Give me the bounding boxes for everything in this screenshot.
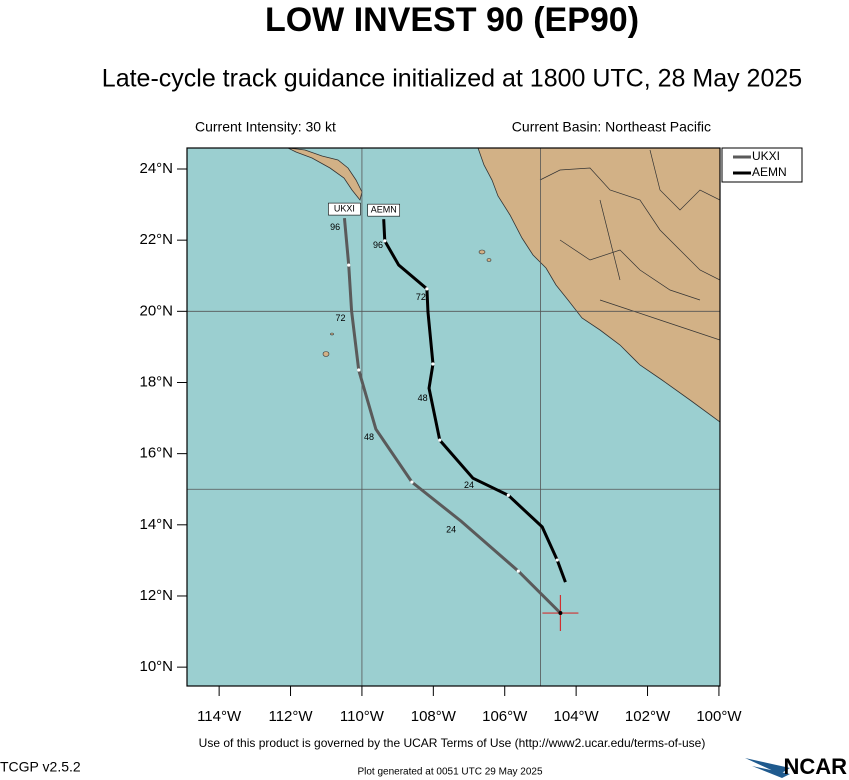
map: 24 48 72 96 UKXI 24 48 72 96 AEMN [187, 148, 720, 686]
track-point [383, 239, 387, 243]
track-tag: AEMN [371, 205, 397, 215]
island [478, 249, 486, 255]
x-tick-label: 112°W [268, 708, 313, 725]
track-point [506, 493, 510, 497]
island [322, 351, 330, 357]
track-point [425, 287, 429, 291]
track-point [431, 362, 435, 366]
track-point [357, 368, 361, 372]
lead-time-label: 48 [364, 432, 374, 442]
track-tag-box [367, 203, 401, 217]
info-left: Current Intensity: 30 kt [195, 119, 336, 135]
track-point [438, 438, 442, 442]
y-tick-label: 14°N [139, 516, 173, 533]
track-point [410, 480, 414, 484]
track-point [555, 558, 559, 562]
footer: Use of this product is governed by the U… [199, 736, 706, 750]
x-tick-label: 110°W [340, 708, 385, 725]
borders [539, 149, 720, 341]
x-tick-label: 100°W [696, 708, 742, 725]
current-position-dot [558, 611, 563, 616]
lead-time-label: 24 [464, 480, 474, 490]
x-tick-label: 108°W [411, 708, 457, 725]
axes: 114°W 112°W 110°W 108°W 106°W 104°W 102°W 100°W… [139, 149, 786, 725]
y-tick-label: 10°N [139, 658, 173, 675]
frame [186, 147, 721, 687]
baja-peninsula [287, 148, 363, 201]
lead-time-label: 96 [330, 222, 340, 232]
y-tick-label: 22°N [139, 231, 173, 248]
x-tick-label: 102°W [625, 708, 671, 725]
track-tag: UKXI [334, 203, 355, 213]
x-tick-label: 106°W [482, 708, 528, 725]
y-tick-label: 20°N [139, 302, 173, 319]
y-tick-label: 24°N [139, 160, 173, 177]
subtitle: Late-cycle track guidance initialized at… [102, 65, 802, 93]
mainland [477, 148, 720, 423]
track-point [347, 263, 351, 267]
track-tag-box [328, 202, 361, 216]
lead-time-label: 96 [373, 240, 383, 250]
data-layer: 24 48 72 96 UKXI 24 48 72 96 AEMN [187, 148, 720, 686]
logo: NCAR [783, 754, 847, 779]
y-tick-label: 18°N [139, 373, 173, 390]
track-point [516, 569, 520, 573]
version: TCGP v2.5.2 [0, 759, 81, 775]
x-tick-label: 104°W [554, 708, 600, 725]
legend-label: UKXI [752, 149, 780, 163]
y-tick-label: 12°N [139, 587, 173, 604]
track [382, 219, 567, 583]
lead-time-label: 48 [418, 393, 428, 403]
lead-time-label: 72 [416, 292, 426, 302]
legend [721, 147, 803, 183]
track [342, 217, 562, 615]
lead-time-label: 24 [446, 525, 456, 535]
title: LOW INVEST 90 (EP90) [265, 1, 639, 39]
y-tick-label: 16°N [139, 445, 173, 462]
info-right: Current Basin: Northeast Pacific [512, 119, 711, 135]
lead-time-label: 72 [336, 313, 346, 323]
legend-label: AEMN [752, 165, 787, 179]
x-tick-label: 114°W [197, 708, 242, 725]
generated: Plot generated at 0051 UTC 29 May 2025 [357, 767, 543, 778]
logo-mark [745, 758, 790, 778]
island [330, 332, 334, 336]
island [486, 258, 492, 262]
